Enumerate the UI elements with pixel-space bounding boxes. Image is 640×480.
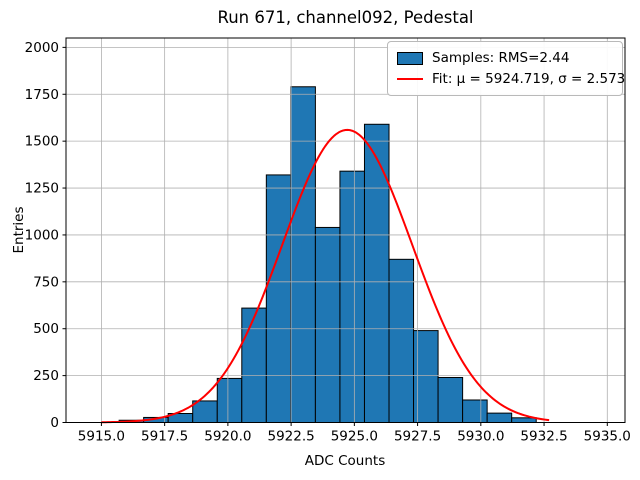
x-tick-label: 5925.0 [331,429,378,445]
samples-color-swatch [397,51,423,65]
y-tick-label: 500 [33,321,59,337]
y-tick-label: 1250 [25,181,59,197]
legend-entry-samples: Samples: RMS=2.44 [397,50,613,66]
histogram-bar [486,412,513,423]
histogram-bar [314,226,341,423]
x-tick-label: 5935.0 [584,429,631,445]
histogram-bar [216,377,243,424]
chart-title: Run 671, channel092, Pedestal [217,8,474,27]
histogram-bar [462,399,488,423]
legend-entry-fit: Fit: μ = 5924.719, σ = 2.573 [397,71,625,87]
x-tick-label: 5927.5 [394,429,441,445]
histogram-bar [437,376,464,423]
x-tick-label: 5922.5 [267,429,314,445]
histogram-bar [363,123,390,423]
fit-curve [101,128,550,424]
fit-line-swatch [397,77,423,80]
y-tick-label: 1000 [25,227,59,243]
histogram-bar [290,86,316,424]
y-tick-label: 1750 [25,87,59,103]
fit-legend-label: Fit: μ = 5924.719, σ = 2.573 [432,70,626,87]
y-tick-label: 1500 [25,134,59,150]
histogram-bar [511,417,537,423]
histogram-bar [241,307,267,423]
plot-border [65,37,626,423]
histogram-bar [265,174,292,423]
y-tick-label: 250 [33,368,59,384]
x-tick-label: 5915.0 [78,429,125,445]
x-tick-label: 5930.0 [457,429,504,445]
x-tick-label: 5932.5 [520,429,567,445]
legend: Samples: RMS=2.44 Fit: μ = 5924.719, σ =… [387,41,625,96]
x-tick-label: 5917.5 [141,429,188,445]
y-tick-label: 2000 [25,40,59,56]
histogram-bar [388,258,415,423]
y-axis-label: Entries [11,206,27,254]
y-tick-label: 750 [33,274,59,290]
histogram-bar [339,170,365,423]
x-axis-label: ADC Counts [304,453,386,469]
y-tick-label: 0 [50,415,59,431]
samples-legend-label: Samples: RMS=2.44 [432,50,570,67]
x-tick-label: 5920.0 [204,429,251,445]
histogram-bar [192,400,218,423]
